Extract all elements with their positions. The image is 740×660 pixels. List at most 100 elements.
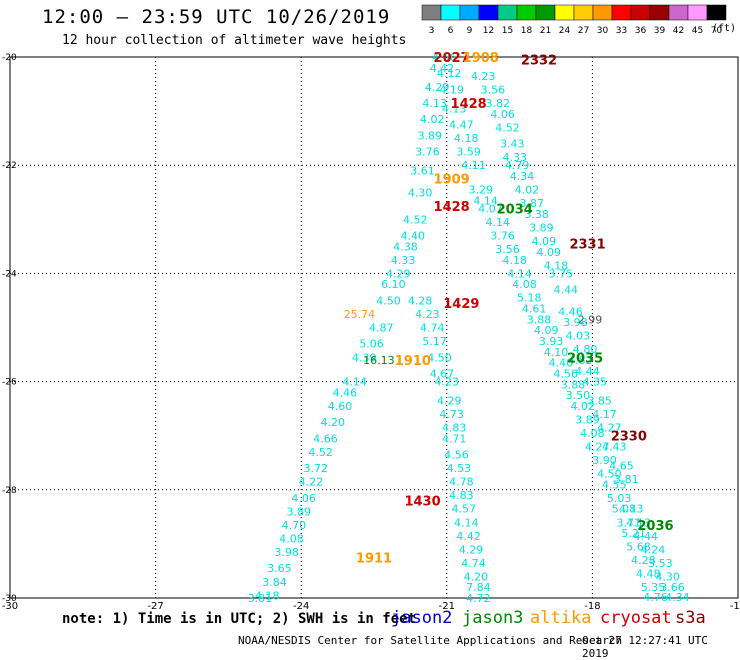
legend-tick-label: 15 [502, 26, 513, 36]
swh-value: 4.22 [299, 476, 324, 489]
swh-value: 4.13 [442, 102, 467, 115]
swh-value: 4.18 [544, 259, 569, 272]
swh-value: 4.40 [549, 357, 574, 370]
swh-value: 4.87 [369, 322, 394, 335]
swh-value: 16.13 [363, 354, 395, 367]
swh-value: 4.27 [585, 441, 610, 454]
legend-tick-label: 39 [654, 26, 666, 36]
x-tick-label: -24 [293, 601, 309, 610]
swh-value: 4.44 [553, 284, 578, 297]
y-tick-label: -24 [2, 269, 17, 279]
swh-value: 4.46 [558, 305, 583, 318]
swh-value: 4.30 [408, 186, 433, 199]
swh-value: 4.18 [454, 132, 479, 145]
timestamp: Oct 27 12:27:41 UTC 2019 [582, 634, 708, 660]
swh-value: 4.14 [507, 267, 532, 280]
pass-time-label: 2035 [567, 351, 603, 366]
swh-value: 4.47 [449, 119, 474, 132]
y-tick-label: -20 [2, 53, 17, 63]
swh-value: 3.66 [660, 581, 685, 594]
swh-value: 3.98 [563, 316, 588, 329]
swh-value: 3.89 [575, 413, 600, 426]
x-tick-label: -27 [147, 601, 163, 610]
swh-value: 4.52 [308, 446, 333, 459]
swh-value: 5.08 [612, 503, 637, 516]
swh-value: 4.28 [408, 294, 433, 307]
map-frame [9, 56, 739, 599]
swh-value: 4.29 [459, 543, 484, 556]
swh-value: 4.67 [430, 367, 455, 380]
swh-value: 4.23 [435, 376, 460, 389]
legend-unit: (ft) [712, 23, 737, 34]
swh-value: 4.33 [391, 254, 416, 267]
x-tick-label: -18 [584, 601, 600, 610]
swh-value: 3.89 [418, 129, 443, 142]
swh-value: 3.56 [481, 83, 506, 96]
legend-tick-label: 42 [673, 26, 684, 36]
swh-value: 4.70 [282, 519, 307, 532]
swh-value: 4.50 [376, 294, 401, 307]
swh-value: 2.99 [578, 313, 603, 326]
swh-value: 4.50 [427, 351, 452, 364]
swh-value: 4.09 [536, 246, 561, 259]
swh-value: 3.89 [287, 505, 312, 518]
swh-value: 4.14 [486, 216, 511, 229]
pass-time-label: 1909 [434, 173, 470, 188]
swh-value: 4.08 [580, 427, 605, 440]
pass-time-label: 2036 [637, 519, 673, 534]
swh-value: 4.18 [255, 589, 280, 602]
swh-value: 4.71 [442, 432, 467, 445]
pass-time-label: 1910 [395, 354, 431, 369]
swh-value: 4.56 [553, 367, 578, 380]
swh-value: 3.76 [490, 230, 515, 243]
swh-value: 4.10 [544, 346, 569, 359]
x-tick-label: -15 [730, 601, 740, 610]
swh-value: 3.61 [410, 165, 435, 178]
swh-value: 4.56 [444, 449, 469, 462]
swh-value: 4.38 [393, 240, 418, 253]
pass-time-label: 1428 [451, 97, 487, 112]
swh-value: 4.02 [515, 184, 540, 197]
swh-value: 3.65 [267, 562, 292, 575]
swh-value: 3.59 [456, 146, 481, 159]
swh-value: 5.21 [621, 527, 646, 540]
swh-value: 4.17 [592, 408, 617, 421]
swh-value: 4.09 [532, 235, 557, 248]
color-legend: 3 6 9 12 15 18 21 24 27 30 33 36 39 42 45 70 [421, 4, 727, 36]
swh-value: 4.52 [495, 121, 520, 134]
swh-value: 4.50 [597, 468, 622, 481]
swh-value: 4.80 [573, 343, 598, 356]
swh-value: 4.18 [502, 254, 527, 267]
swh-value: 4.34 [510, 170, 535, 183]
swh-value: 4.03 [566, 330, 591, 343]
swh-value: 3.75 [549, 267, 574, 280]
legend-tick-label: 24 [559, 26, 571, 36]
swh-value: 3.71 [617, 516, 642, 529]
legend-tick-label: 70 [711, 26, 723, 36]
pass-time-label: 1429 [443, 297, 479, 312]
swh-value: 4.14 [473, 194, 498, 207]
swh-value: 3.53 [648, 557, 673, 570]
swh-value: 3.93 [539, 335, 564, 348]
swh-value: 3.72 [304, 462, 329, 475]
swh-value: 4.20 [464, 570, 489, 583]
swh-value: 3.81 [614, 473, 639, 486]
swh-value: 4.65 [609, 459, 634, 472]
y-tick-label: -28 [2, 486, 17, 496]
legend-tick-label: 12 [483, 26, 494, 36]
swh-value: 7.84 [466, 581, 491, 594]
swh-value: 3.84 [262, 576, 287, 589]
legend-tick-label: 6 [448, 26, 454, 36]
swh-value: 3.81 [248, 592, 273, 605]
x-tick-label: -30 [2, 601, 18, 610]
swh-value: 4.20 [320, 416, 345, 429]
swh-value: 4.40 [401, 230, 426, 243]
swh-value: 4.27 [597, 422, 622, 435]
pass-time-label: 1908 [463, 51, 499, 66]
pass-time-label: 2332 [521, 54, 557, 69]
swh-value: 3.29 [469, 184, 494, 197]
swh-value: 3.38 [524, 208, 549, 221]
swh-value: 3.43 [500, 138, 525, 151]
wave-height-map: -30 -27 -24 -21 -18 -15 -20 -22 -24 -26 -28 -30 4.56… [2, 51, 740, 610]
swh-value: 4.13 [626, 516, 651, 529]
